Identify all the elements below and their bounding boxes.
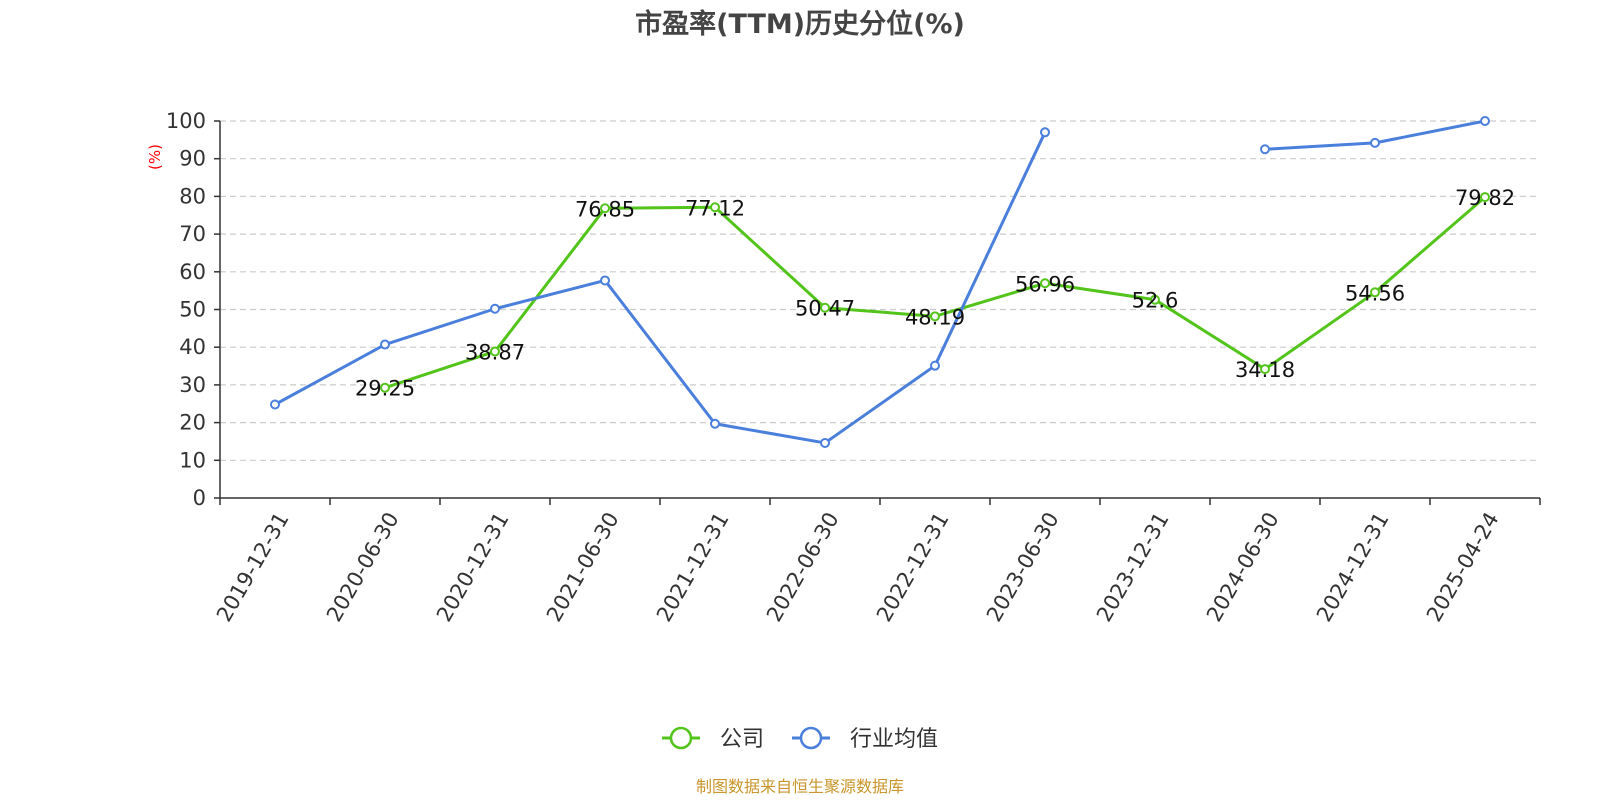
y-tick-label: 40 (179, 335, 206, 359)
company-data-point[interactable] (1040, 278, 1050, 289)
x-tick-label: 2022-06-30 (762, 508, 844, 626)
grid-lines (220, 120, 1540, 461)
legend-industry-label: 行业均值 (850, 727, 938, 752)
x-tick-label: 2021-12-31 (652, 508, 734, 626)
legend[interactable]: 公司 行业均值 (662, 726, 938, 752)
legend-item-industry[interactable]: 行业均值 (792, 726, 938, 752)
company-data-label: 29.25 (355, 377, 415, 401)
industry-data-point[interactable] (380, 339, 390, 350)
y-axis-unit-label: (%) (146, 144, 164, 170)
legend-item-company[interactable]: 公司 (662, 726, 764, 752)
x-tick-label: 2023-12-31 (1092, 508, 1174, 626)
axes: 0 10 20 30 40 50 60 70 80 90 100 2019-12-31 2020-06-… (166, 109, 1541, 626)
legend-industry-marker-icon (799, 726, 823, 750)
x-tick-label: 2020-06-30 (322, 508, 404, 626)
x-tick-label: 2025-04-24 (1422, 508, 1504, 626)
company-data-label: 52.6 (1132, 289, 1179, 313)
x-tick-label: 2024-12-31 (1312, 508, 1394, 626)
chart-title: 市盈率(TTM)历史分位(%) (635, 8, 965, 40)
company-data-point[interactable] (820, 302, 830, 313)
company-data-label: 38.87 (465, 340, 525, 364)
company-data-point[interactable] (1150, 294, 1160, 305)
industry-data-point[interactable] (270, 399, 280, 410)
company-data-label: 48.19 (905, 305, 965, 329)
company-series-line (384, 195, 1486, 390)
data-source-note: 制图数据来自恒生聚源数据库 (696, 777, 904, 796)
company-data-point[interactable] (600, 203, 610, 214)
y-tick-label: 100 (166, 109, 206, 133)
company-data-point[interactable] (1480, 192, 1490, 203)
company-data-label: 79.82 (1455, 186, 1515, 210)
y-tick-label: 70 (179, 222, 206, 246)
company-data-point[interactable] (710, 202, 720, 213)
company-data-point[interactable] (930, 311, 940, 322)
company-data-point[interactable] (490, 346, 500, 357)
x-tick-label: 2023-06-30 (982, 508, 1064, 626)
x-tick-label: 2022-12-31 (872, 508, 954, 626)
x-tick-label: 2024-06-30 (1202, 508, 1284, 626)
x-tick-label: 2019-12-31 (212, 508, 294, 626)
x-tick-label: 2020-12-31 (432, 508, 514, 626)
y-tick-label: 10 (179, 448, 206, 472)
company-data-point[interactable] (1370, 287, 1380, 298)
data-labels: 29.25 38.87 76.85 77.12 50.47 48.19 56.96 52.6 3… (355, 186, 1515, 401)
y-tick-label: 60 (179, 260, 206, 284)
y-tick-label: 80 (179, 184, 206, 208)
x-tick-label: 2021-06-30 (542, 508, 624, 626)
industry-data-point[interactable] (490, 303, 500, 314)
company-data-label: 34.18 (1235, 358, 1295, 382)
y-tick-label: 50 (179, 298, 206, 322)
industry-data-point[interactable] (710, 418, 720, 429)
legend-company-marker-icon (669, 726, 693, 750)
company-data-point[interactable] (380, 382, 390, 393)
y-tick-label: 90 (179, 147, 206, 171)
industry-data-point[interactable] (600, 275, 610, 286)
industry-data-point[interactable] (820, 437, 830, 448)
industry-data-point[interactable] (1370, 137, 1380, 148)
industry-data-point[interactable] (1040, 127, 1050, 138)
industry-data-point[interactable] (1260, 144, 1270, 155)
company-data-label: 50.47 (795, 297, 855, 321)
legend-company-label: 公司 (720, 727, 764, 752)
company-data-label: 56.96 (1015, 272, 1075, 296)
y-tick-label: 20 (179, 411, 206, 435)
series-lines (270, 116, 1490, 448)
company-data-label: 54.56 (1345, 281, 1405, 305)
company-data-label: 77.12 (685, 196, 745, 220)
industry-data-point[interactable] (930, 360, 940, 371)
industry-series-line (274, 131, 1047, 445)
y-tick-label: 0 (193, 486, 206, 510)
company-data-point[interactable] (1260, 364, 1270, 375)
y-tick-label: 30 (179, 373, 206, 397)
company-data-label: 76.85 (575, 197, 635, 221)
industry-data-point[interactable] (1480, 116, 1490, 126)
